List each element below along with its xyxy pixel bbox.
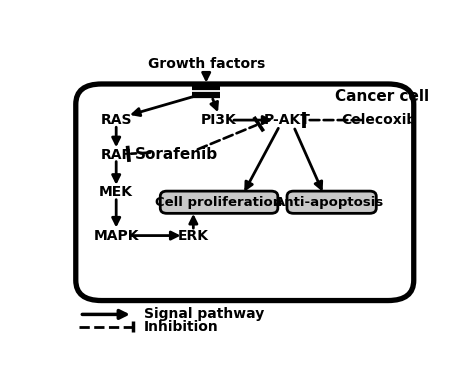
Text: Cancer cell: Cancer cell bbox=[336, 90, 429, 105]
Text: Anti-apoptosis: Anti-apoptosis bbox=[274, 196, 384, 209]
Text: RAS: RAS bbox=[100, 113, 132, 127]
Text: MAPK: MAPK bbox=[93, 229, 139, 243]
Text: P-AKT: P-AKT bbox=[264, 113, 310, 127]
Text: PI3K: PI3K bbox=[201, 113, 237, 127]
Text: Cell proliferation: Cell proliferation bbox=[155, 196, 283, 209]
Text: Inhibition: Inhibition bbox=[144, 320, 219, 333]
Text: Celecoxib: Celecoxib bbox=[341, 113, 417, 127]
FancyBboxPatch shape bbox=[76, 84, 414, 300]
Text: Growth factors: Growth factors bbox=[147, 57, 265, 71]
Text: ERK: ERK bbox=[178, 229, 209, 243]
FancyBboxPatch shape bbox=[160, 191, 278, 213]
Text: RAF: RAF bbox=[100, 148, 132, 162]
Text: Signal pathway: Signal pathway bbox=[144, 308, 264, 321]
Text: MEK: MEK bbox=[99, 185, 133, 199]
FancyBboxPatch shape bbox=[287, 191, 376, 213]
Text: Sorafenib: Sorafenib bbox=[135, 147, 219, 162]
